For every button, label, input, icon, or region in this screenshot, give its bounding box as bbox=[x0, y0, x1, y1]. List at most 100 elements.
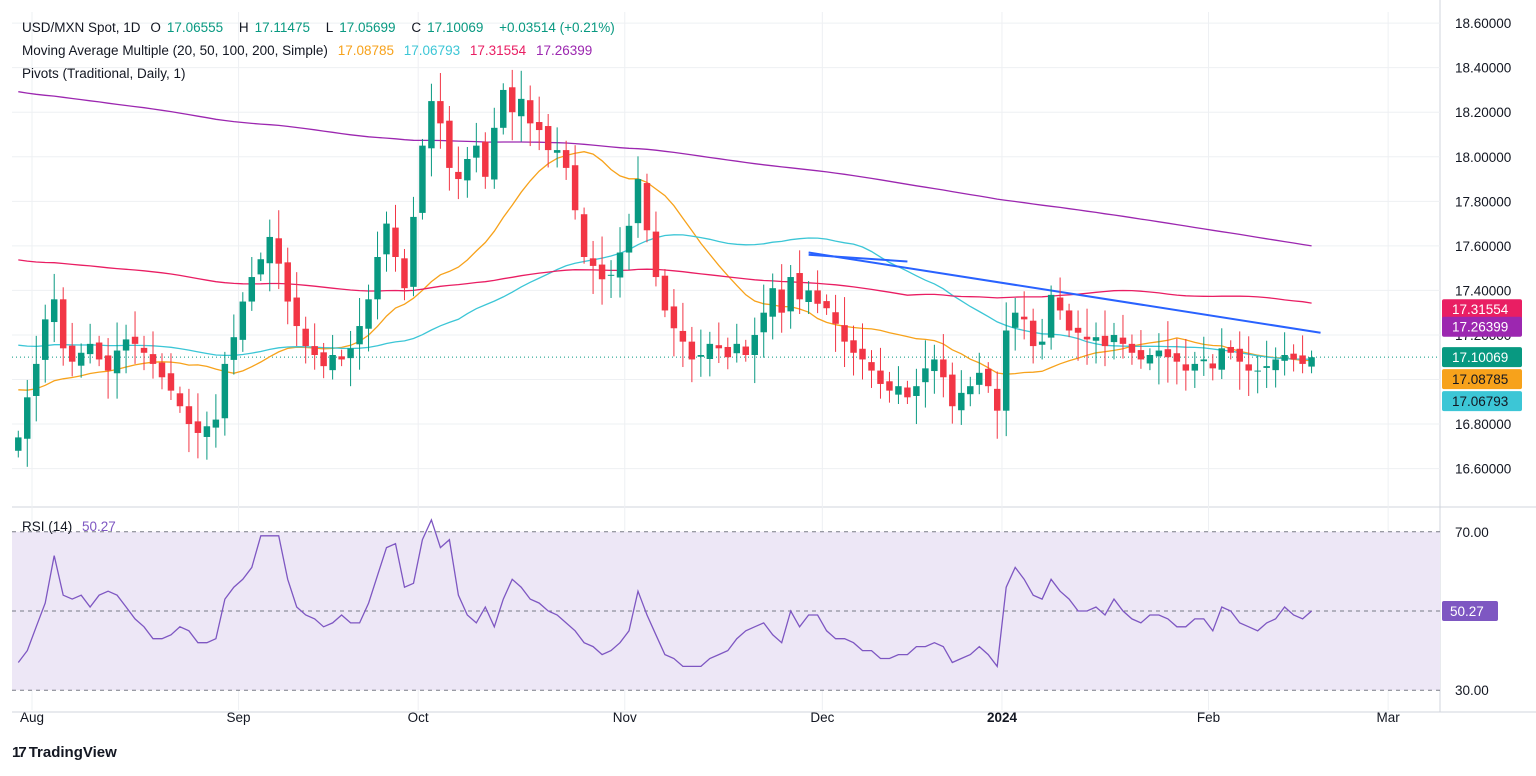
candle[interactable] bbox=[176, 386, 184, 413]
candle[interactable] bbox=[841, 297, 848, 368]
candle[interactable] bbox=[257, 252, 265, 282]
candle[interactable] bbox=[374, 231, 381, 320]
candle[interactable] bbox=[1236, 331, 1243, 390]
candle[interactable] bbox=[993, 371, 1001, 439]
candle[interactable] bbox=[293, 272, 300, 347]
trendline[interactable] bbox=[808, 251, 1321, 334]
candle[interactable] bbox=[1227, 340, 1234, 360]
candle[interactable] bbox=[275, 210, 282, 290]
candle[interactable] bbox=[221, 351, 229, 436]
candle[interactable] bbox=[580, 207, 588, 264]
candle[interactable] bbox=[1101, 310, 1109, 367]
candle[interactable] bbox=[535, 96, 543, 151]
candle[interactable] bbox=[760, 284, 767, 358]
candle[interactable] bbox=[284, 247, 291, 325]
candle[interactable] bbox=[787, 265, 794, 329]
candle[interactable] bbox=[706, 331, 714, 377]
candle[interactable] bbox=[482, 132, 489, 189]
candle[interactable] bbox=[652, 211, 660, 287]
candle[interactable] bbox=[266, 219, 273, 292]
candle[interactable] bbox=[77, 343, 85, 378]
candle[interactable] bbox=[859, 323, 866, 380]
candle[interactable] bbox=[553, 127, 561, 168]
candle[interactable] bbox=[625, 213, 633, 270]
candle[interactable] bbox=[1281, 332, 1288, 376]
candle[interactable] bbox=[383, 211, 390, 272]
candle[interactable] bbox=[347, 330, 354, 387]
candle[interactable] bbox=[1164, 321, 1172, 383]
candle[interactable] bbox=[509, 69, 516, 141]
candle[interactable] bbox=[86, 323, 94, 364]
candle[interactable] bbox=[1155, 333, 1163, 385]
pivots-label[interactable]: Pivots (Traditional, Daily, 1) bbox=[22, 66, 186, 81]
candle[interactable] bbox=[814, 270, 821, 314]
trendlines[interactable] bbox=[808, 251, 1321, 334]
candle[interactable] bbox=[913, 368, 920, 425]
symbol-label[interactable]: USD/MXN Spot, 1D bbox=[22, 20, 141, 35]
candle[interactable] bbox=[877, 347, 884, 399]
candle[interactable] bbox=[904, 380, 911, 404]
candle[interactable] bbox=[1254, 355, 1261, 394]
candle[interactable] bbox=[751, 317, 758, 384]
candle[interactable] bbox=[194, 393, 202, 459]
candle[interactable] bbox=[338, 349, 345, 367]
candle[interactable] bbox=[769, 273, 776, 340]
candle[interactable] bbox=[796, 250, 803, 315]
candle[interactable] bbox=[1074, 310, 1082, 361]
candle[interactable] bbox=[886, 371, 893, 403]
candle[interactable] bbox=[1272, 347, 1279, 388]
candle[interactable] bbox=[589, 240, 597, 294]
candle[interactable] bbox=[895, 366, 902, 404]
candle[interactable] bbox=[1263, 340, 1270, 388]
candle[interactable] bbox=[230, 314, 238, 375]
candle[interactable] bbox=[544, 114, 552, 168]
candle[interactable] bbox=[697, 329, 705, 377]
candle[interactable] bbox=[149, 331, 157, 379]
candle[interactable] bbox=[1110, 322, 1118, 360]
candle[interactable] bbox=[473, 122, 480, 173]
candle[interactable] bbox=[1299, 335, 1306, 374]
candle[interactable] bbox=[1209, 354, 1217, 381]
candle[interactable] bbox=[185, 388, 193, 453]
candle[interactable] bbox=[1083, 308, 1091, 365]
candle[interactable] bbox=[1128, 334, 1136, 365]
candle[interactable] bbox=[15, 430, 22, 458]
candle[interactable] bbox=[598, 236, 606, 305]
candle[interactable] bbox=[24, 379, 31, 467]
candle[interactable] bbox=[823, 294, 830, 315]
candle[interactable] bbox=[113, 322, 121, 399]
candles[interactable] bbox=[15, 69, 1315, 467]
candle[interactable] bbox=[832, 294, 839, 352]
candle[interactable] bbox=[329, 334, 336, 380]
candle[interactable] bbox=[428, 83, 435, 177]
candle[interactable] bbox=[1173, 338, 1181, 385]
candle[interactable] bbox=[59, 287, 67, 366]
candle[interactable] bbox=[1056, 277, 1064, 320]
candle[interactable] bbox=[526, 85, 534, 147]
candle[interactable] bbox=[1047, 285, 1055, 350]
candle[interactable] bbox=[670, 289, 678, 357]
candle[interactable] bbox=[33, 335, 40, 422]
candle[interactable] bbox=[248, 257, 256, 311]
candle[interactable] bbox=[95, 335, 103, 367]
candle[interactable] bbox=[50, 273, 58, 343]
candle[interactable] bbox=[104, 338, 112, 399]
candle[interactable] bbox=[688, 326, 696, 383]
candle[interactable] bbox=[850, 325, 857, 376]
candle[interactable] bbox=[1182, 338, 1190, 391]
candle[interactable] bbox=[1038, 318, 1046, 360]
candle[interactable] bbox=[985, 362, 992, 393]
candle[interactable] bbox=[167, 353, 175, 400]
candle[interactable] bbox=[122, 324, 130, 374]
candle[interactable] bbox=[805, 281, 812, 315]
candle[interactable] bbox=[131, 311, 139, 364]
candle[interactable] bbox=[958, 370, 965, 425]
candle[interactable] bbox=[446, 105, 453, 191]
candle[interactable] bbox=[320, 342, 327, 379]
candle[interactable] bbox=[140, 335, 148, 371]
candle[interactable] bbox=[868, 350, 875, 388]
candle[interactable] bbox=[1119, 314, 1127, 359]
candle[interactable] bbox=[931, 344, 938, 394]
candle[interactable] bbox=[949, 362, 956, 424]
candle[interactable] bbox=[158, 353, 166, 390]
